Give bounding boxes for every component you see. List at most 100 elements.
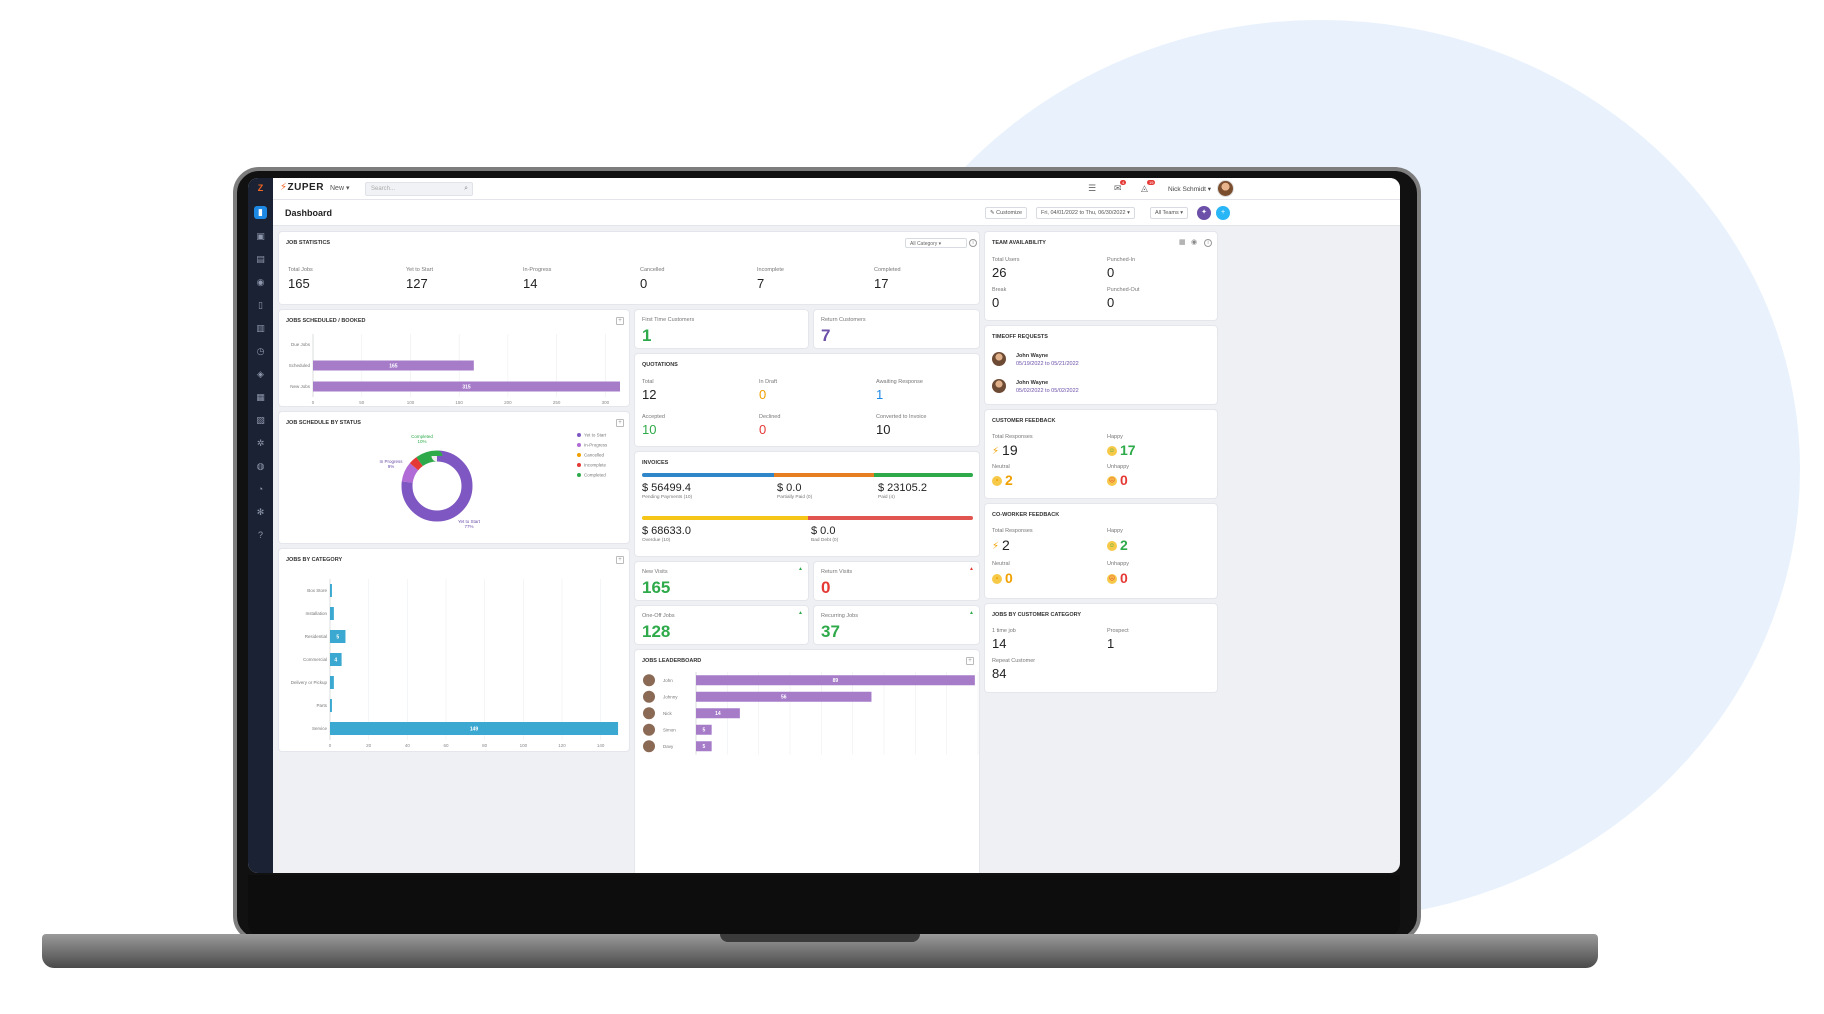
tag-icon[interactable]: ◈	[257, 369, 264, 379]
customize-button[interactable]: ✎ Customize	[985, 207, 1028, 219]
stat-value[interactable]: 127	[406, 276, 428, 291]
invoice-amount[interactable]: $ 0.0	[777, 482, 802, 494]
invoice-icon[interactable]: ▥	[256, 323, 265, 333]
list-view-icon[interactable]: ☰	[1088, 183, 1097, 193]
category-filter-select[interactable]: All Category ▾	[905, 238, 967, 248]
slice-annotation-name: Completed	[411, 434, 433, 439]
search-icon[interactable]: ⌕	[464, 185, 468, 192]
metric-label: Return Visits	[821, 569, 853, 575]
request-name[interactable]: John Wayne	[1016, 353, 1049, 359]
feedback-value[interactable]: 0	[1120, 472, 1128, 488]
feedback-value[interactable]: 19	[1002, 442, 1018, 458]
return-visits-card[interactable]: Return Visits ▲ 0	[814, 562, 979, 600]
first-time-customers-card[interactable]: First Time Customers 1	[635, 310, 808, 348]
calendar-icon[interactable]: ▤	[256, 254, 265, 264]
user-avatar[interactable]	[1217, 180, 1234, 197]
stat-value[interactable]: 0	[640, 276, 648, 291]
invoice-amount[interactable]: $ 0.0	[811, 525, 836, 537]
box-icon[interactable]: ▧	[256, 415, 265, 425]
legend-label: Cancelled	[584, 453, 605, 458]
trend-up-icon: ▲	[798, 566, 803, 572]
info-icon[interactable]: i	[969, 239, 977, 247]
teams-select[interactable]: All Teams ▾	[1150, 207, 1189, 219]
team-users-icon[interactable]: ◉	[1191, 239, 1198, 246]
document-icon[interactable]: ▯	[258, 300, 263, 310]
bar	[330, 630, 346, 643]
add-widget-icon[interactable]: +	[616, 556, 624, 564]
team-value[interactable]: 0	[1107, 265, 1115, 280]
team-value[interactable]: 26	[992, 265, 1007, 280]
search-input[interactable]: Search... ⌕	[365, 182, 473, 196]
quick-add-icon[interactable]: +	[1216, 206, 1230, 220]
invoice-amount[interactable]: $ 68633.0	[642, 525, 691, 537]
timeoff-requests-card: TIMEOFF REQUESTS John Wayne 05/19/2022 t…	[985, 326, 1217, 404]
dashboard-icon[interactable]: ▮	[254, 206, 267, 219]
leader-avatar	[643, 690, 655, 703]
stat-value[interactable]: 14	[523, 276, 538, 291]
user-icon[interactable]: ◍	[256, 461, 265, 471]
bar-data-label: 56	[781, 695, 787, 701]
feedback-value[interactable]: 2	[1005, 472, 1013, 488]
category-label: Johnny	[663, 694, 678, 699]
calendar-view-icon[interactable]: ▦	[1179, 239, 1186, 246]
users-icon[interactable]: ◉	[256, 277, 265, 287]
metric-label: Recurring Jobs	[821, 613, 858, 619]
job-statistics-card: JOB STATISTICS All Category ▾ i Total Jo…	[279, 232, 979, 304]
return-customers-card[interactable]: Return Customers 7	[814, 310, 979, 348]
image-icon[interactable]: ▦	[256, 392, 265, 402]
help-icon[interactable]: ?	[257, 530, 263, 540]
gear-cluster-icon[interactable]: ✲	[256, 438, 265, 448]
category-label: John	[663, 678, 673, 683]
feedback-value[interactable]: 0	[1005, 570, 1013, 586]
brand-logo[interactable]: ⚡ZUPER	[280, 182, 324, 193]
add-widget-icon[interactable]: +	[616, 317, 624, 325]
recurring-jobs-card[interactable]: Recurring Jobs ▲ 37	[814, 606, 979, 644]
one-off-jobs-card[interactable]: One-Off Jobs ▲ 128	[635, 606, 808, 644]
category-value[interactable]: 1	[1107, 636, 1115, 651]
legend-label: Completed	[584, 473, 606, 478]
feedback-value[interactable]: 2	[1002, 537, 1010, 553]
slice-annotation-pct: 77%	[464, 524, 473, 529]
feedback-value[interactable]: 2	[1120, 537, 1128, 553]
team-value[interactable]: 0	[992, 295, 1000, 310]
team-value[interactable]: 0	[1107, 295, 1115, 310]
clock-icon[interactable]: ◷	[256, 346, 265, 356]
feedback-value[interactable]: 17	[1120, 442, 1136, 458]
user-menu[interactable]: Nick Schmidt ▾	[1168, 186, 1211, 193]
quote-value[interactable]: 12	[642, 387, 657, 402]
category-value[interactable]: 14	[992, 636, 1007, 651]
bell-icon[interactable]: ◬ 19	[1141, 180, 1156, 193]
metric-value: 37	[821, 622, 840, 641]
quote-value[interactable]: 1	[876, 387, 884, 402]
stat-value[interactable]: 7	[757, 276, 765, 291]
category-value[interactable]: 84	[992, 666, 1007, 681]
quote-value[interactable]: 10	[642, 422, 657, 437]
announcement-icon[interactable]: ✦	[1197, 206, 1211, 220]
metric-value: 128	[642, 622, 671, 641]
date-range-select[interactable]: Fri, 04/01/2022 to Thu, 06/30/2022 ▾	[1036, 207, 1135, 219]
settings-icon[interactable]: ✻	[256, 507, 265, 517]
jobs-by-category-chart: 0 20 40 60 80 100 120 140 Box Store Installation R…	[291, 579, 619, 748]
quote-value[interactable]: 10	[876, 422, 891, 437]
neutral-face-icon: •	[992, 476, 1002, 487]
invoice-amount[interactable]: $ 23105.2	[878, 482, 927, 494]
stat-value[interactable]: 17	[874, 276, 889, 291]
quote-value[interactable]: 0	[759, 387, 767, 402]
metric-value: 1	[642, 326, 652, 345]
info-icon[interactable]: i	[1204, 239, 1212, 247]
new-menu-button[interactable]: New ▾	[330, 185, 350, 192]
add-widget-icon[interactable]: +	[966, 657, 974, 665]
legend-swatch	[577, 433, 581, 437]
quote-value[interactable]: 0	[759, 422, 767, 437]
timer-icon[interactable]: ◔	[257, 484, 264, 494]
invoice-amount[interactable]: $ 56499.4	[642, 482, 691, 494]
briefcase-icon[interactable]: ▣	[256, 231, 265, 241]
chat-icon[interactable]: ✉ 4	[1114, 180, 1127, 193]
request-name[interactable]: John Wayne	[1016, 380, 1049, 386]
metric-value: 7	[821, 326, 831, 345]
customer-category-card: JOBS BY CUSTOMER CATEGORY 1 time job 14 …	[985, 604, 1217, 692]
feedback-value[interactable]: 0	[1120, 570, 1128, 586]
add-widget-icon[interactable]: +	[616, 419, 624, 427]
new-visits-card[interactable]: New Visits ▲ 165	[635, 562, 808, 600]
stat-value[interactable]: 165	[288, 276, 310, 291]
